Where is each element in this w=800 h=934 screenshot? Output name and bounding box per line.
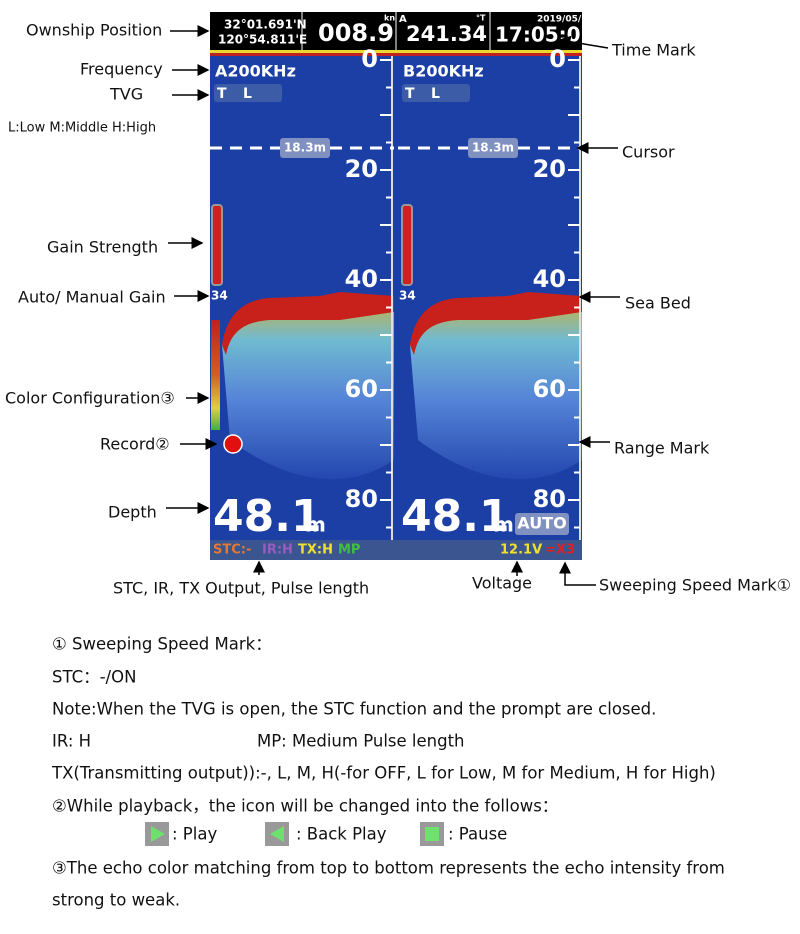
callout-arrows: [166, 25, 620, 586]
note-line: TX(Transmitting output)):-, L, M, H(-for…: [51, 764, 716, 783]
speed-mark: =X3: [545, 543, 575, 558]
speed: 008.9: [318, 19, 394, 47]
echo-body: [410, 305, 582, 480]
note-line: MP: Medium Pulse length: [257, 732, 465, 751]
heading-unit: °T: [476, 14, 486, 23]
mode-box: [515, 513, 569, 535]
longitude: 120°54.811'E: [218, 33, 307, 47]
label: Depth: [108, 503, 157, 522]
sea-bed: [222, 292, 394, 355]
label: Sea Bed: [625, 294, 691, 313]
cursor-box: [280, 138, 330, 158]
tx: TX:H: [298, 543, 333, 558]
notes: : Play : Back Play : Pause ① Sweeping Sp…: [51, 635, 725, 910]
heading-mark: A: [399, 14, 407, 25]
label: Auto/ Manual Gain: [18, 288, 166, 307]
voltage: 12.1V: [500, 543, 542, 558]
echo-body: [222, 305, 394, 480]
depth-unit: m: [493, 513, 514, 537]
tvg-box: [402, 84, 470, 102]
range-label: 80: [533, 485, 566, 513]
label: TVG: [109, 85, 143, 104]
speed-unit: kn: [384, 14, 395, 23]
note-line: Note:When the TVG is open, the STC funct…: [52, 700, 656, 719]
sea-bed: [410, 292, 582, 355]
cursor-depth: 18.3m: [284, 141, 326, 155]
frequency: A200KHz: [215, 62, 296, 81]
label: Ownship Position: [26, 21, 162, 40]
gain: 34: [211, 289, 228, 303]
label: Color Configuration③: [5, 389, 175, 408]
date: 2019/05/11: [537, 15, 594, 25]
note-line: IR: H: [52, 732, 91, 751]
gain: 34: [399, 289, 416, 303]
icon-label: : Back Play: [296, 825, 387, 844]
note-line: ① Sweeping Speed Mark：: [52, 635, 272, 654]
label: Gain Strength: [47, 238, 158, 257]
sounder-screen: 32°01.691'N 120°54.811'E 008.9 kn A 241.…: [210, 12, 595, 560]
tvg-box: [214, 84, 282, 102]
label: STC, IR, TX Output, Pulse length: [113, 579, 369, 598]
pulse: MP: [338, 543, 360, 558]
latitude: 32°01.691'N: [224, 18, 307, 32]
range-label: 20: [345, 155, 378, 183]
range-label: 80: [345, 485, 378, 513]
ir: IR:H: [262, 543, 293, 558]
icon-label: : Play: [172, 825, 217, 844]
tvg: T: [405, 86, 415, 102]
annotations: Ownship Position Frequency TVG L:Low M:M…: [5, 21, 791, 598]
label: Range Mark: [614, 439, 710, 458]
stc: STC:-: [213, 543, 251, 558]
depth: 48.1: [401, 491, 510, 542]
cursor-depth: 18.3m: [472, 141, 514, 155]
label: Time Mark: [611, 41, 696, 60]
range-label: 40: [345, 265, 378, 293]
range-label: 0: [361, 45, 378, 73]
range-label: 0: [549, 45, 566, 73]
range-label: 60: [345, 375, 378, 403]
depth: 48.1: [213, 491, 322, 542]
range-label: 20: [533, 155, 566, 183]
label: L:Low M:Middle H:High: [8, 121, 156, 136]
frequency: B200KHz: [403, 62, 484, 81]
label: Sweeping Speed Mark①: [599, 576, 791, 595]
note-line: ②While playback，the icon will be changed…: [52, 797, 558, 816]
mode: AUTO: [517, 514, 566, 533]
note-line: STC：-/ON: [52, 668, 136, 687]
tvg: L: [431, 86, 440, 102]
label: Cursor: [622, 143, 675, 162]
label: Voltage: [472, 574, 532, 593]
depth-unit: m: [305, 513, 326, 537]
note-line: ③The echo color matching from top to bot…: [52, 859, 725, 878]
range-label: 40: [533, 265, 566, 293]
label: Record②: [100, 435, 170, 454]
tvg: L: [243, 86, 252, 102]
range-label: 60: [533, 375, 566, 403]
icon-label: : Pause: [448, 825, 507, 844]
cursor-box: [468, 138, 518, 158]
tvg: T: [217, 86, 227, 102]
label: Frequency: [80, 60, 163, 79]
heading: 241.34: [406, 22, 487, 46]
note-line: strong to weak.: [52, 891, 180, 910]
